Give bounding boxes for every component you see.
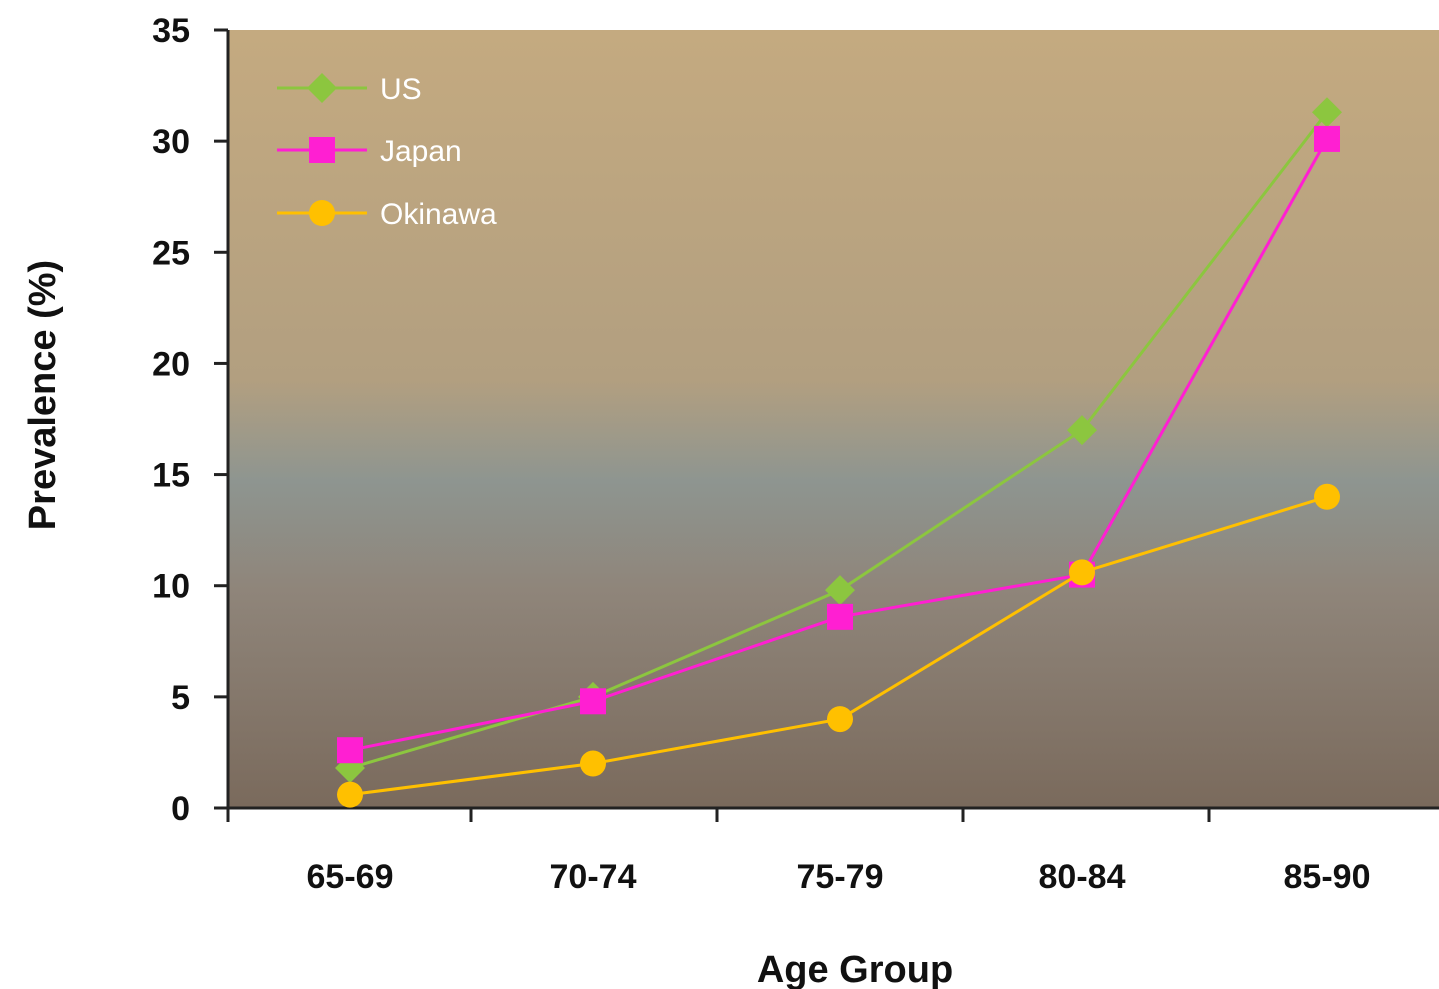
axes — [216, 30, 1439, 820]
data-point — [1067, 415, 1097, 446]
y-tick-label: 0 — [171, 790, 190, 828]
y-axis-ticks: 0 5 10 15 20 25 30 35 — [152, 12, 228, 828]
data-point — [1069, 559, 1095, 586]
y-tick-label: 5 — [171, 679, 190, 717]
legend: US Japan Okinawa — [277, 73, 497, 231]
y-tick-label: 25 — [152, 234, 190, 272]
y-tick-label: 10 — [152, 568, 190, 606]
plot-area — [228, 30, 1439, 808]
series-layer — [335, 97, 1342, 808]
series-okinawa — [337, 483, 1340, 808]
data-point — [827, 603, 853, 630]
legend-label: US — [380, 73, 422, 106]
data-point — [580, 688, 606, 715]
data-point — [1312, 97, 1342, 128]
legend-marker — [309, 137, 335, 163]
data-point — [1314, 483, 1340, 510]
x-axis-title: Age Group — [757, 949, 953, 989]
legend-marker — [307, 73, 337, 103]
data-point — [580, 750, 606, 777]
legend-item: US — [277, 73, 422, 106]
y-tick-label: 30 — [152, 123, 190, 161]
legend-item: Japan — [277, 135, 462, 168]
y-axis-title: Prevalence (%) — [22, 260, 64, 530]
data-point — [337, 737, 363, 764]
x-tick-label: 70-74 — [550, 858, 637, 896]
x-axis-ticks: 65-69 70-74 75-79 80-84 85-90 — [226, 808, 1371, 896]
legend-marker — [309, 200, 335, 226]
legend-item: Okinawa — [277, 198, 497, 231]
y-tick-label: 15 — [152, 457, 190, 495]
y-tick-label: 35 — [152, 12, 190, 50]
data-point — [827, 706, 853, 733]
data-point — [1314, 125, 1340, 152]
legend-label: Japan — [380, 135, 462, 168]
data-point — [825, 575, 855, 606]
y-tick-label: 20 — [152, 345, 190, 383]
data-point — [337, 781, 363, 808]
x-tick-label: 80-84 — [1039, 858, 1126, 896]
x-tick-label: 85-90 — [1284, 858, 1371, 896]
legend-label: Okinawa — [380, 198, 497, 231]
x-tick-label: 75-79 — [797, 858, 884, 896]
x-tick-label: 65-69 — [307, 858, 394, 896]
